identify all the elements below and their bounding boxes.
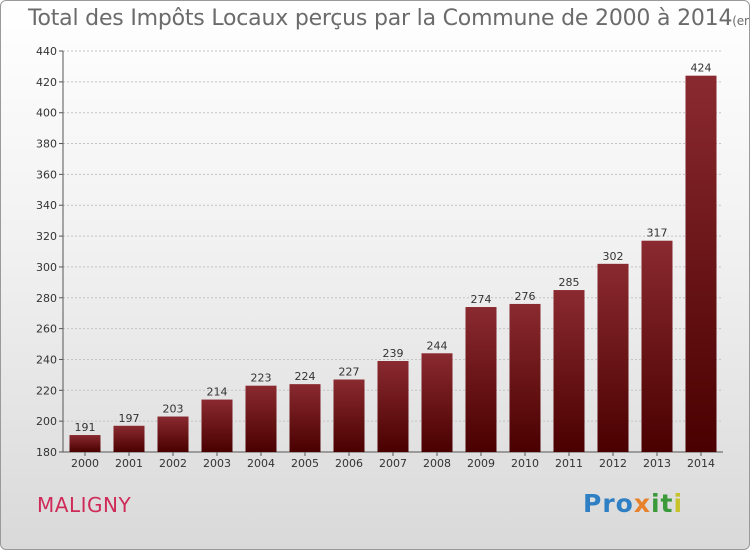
- y-tick-label: 300: [36, 261, 57, 274]
- x-tick-label: 2005: [291, 457, 319, 470]
- y-tick-label: 240: [36, 353, 57, 366]
- bar-value-label: 197: [119, 412, 140, 425]
- y-tick-label: 440: [36, 45, 57, 58]
- x-tick-label: 2009: [467, 457, 495, 470]
- bar-value-label: 274: [471, 293, 492, 306]
- bar: [377, 361, 409, 452]
- x-tick-label: 2013: [643, 457, 671, 470]
- logo-part-2: x: [633, 489, 651, 518]
- bar: [201, 399, 233, 452]
- bar: [157, 416, 189, 452]
- x-tick-label: 2004: [247, 457, 275, 470]
- x-tick-label: 2006: [335, 457, 363, 470]
- y-tick-label: 180: [36, 446, 57, 459]
- bar: [465, 307, 497, 452]
- bar-value-label: 317: [647, 227, 668, 240]
- y-tick-label: 320: [36, 230, 57, 243]
- x-tick-label: 2000: [71, 457, 99, 470]
- bar-value-label: 424: [691, 62, 712, 75]
- y-tick-label: 220: [36, 384, 57, 397]
- x-tick-label: 2001: [115, 457, 143, 470]
- bar-value-label: 285: [559, 276, 580, 289]
- x-tick-label: 2002: [159, 457, 187, 470]
- y-tick-label: 260: [36, 323, 57, 336]
- y-tick-label: 200: [36, 415, 57, 428]
- bar: [421, 353, 453, 452]
- commune-name: MALIGNY: [37, 493, 132, 517]
- bar: [113, 425, 145, 452]
- bar: [245, 385, 277, 452]
- y-tick-label: 400: [36, 107, 57, 120]
- logo-part-3: it: [650, 489, 674, 518]
- y-tick-label: 420: [36, 76, 57, 89]
- logo-part-4: i: [673, 489, 684, 518]
- bar: [597, 263, 629, 452]
- x-tick-label: 2014: [687, 457, 715, 470]
- y-tick-label: 380: [36, 138, 57, 151]
- bar-value-label: 203: [163, 403, 184, 416]
- bar-value-label: 302: [603, 250, 624, 263]
- chart-title: Total des Impôts Locaux perçus par la Co…: [28, 6, 750, 31]
- bar-value-label: 239: [383, 347, 404, 360]
- bar: [553, 290, 585, 452]
- bar: [333, 379, 365, 452]
- bar-value-label: 223: [251, 372, 272, 385]
- logo-part-1: Pro: [583, 489, 634, 518]
- bar: [641, 240, 673, 452]
- y-tick-label: 340: [36, 199, 57, 212]
- x-tick-label: 2012: [599, 457, 627, 470]
- bar-value-label: 191: [75, 421, 96, 434]
- bar-value-label: 227: [339, 366, 360, 379]
- bar: [289, 384, 321, 452]
- bar: [69, 435, 101, 452]
- y-tick-label: 280: [36, 292, 57, 305]
- x-tick-label: 2011: [555, 457, 583, 470]
- x-tick-label: 2008: [423, 457, 451, 470]
- bar-value-label: 244: [427, 339, 448, 352]
- bar-value-label: 276: [515, 290, 536, 303]
- bar-value-label: 214: [207, 386, 228, 399]
- x-tick-label: 2010: [511, 457, 539, 470]
- x-tick-label: 2003: [203, 457, 231, 470]
- proxiti-logo: Proxiti: [583, 489, 683, 518]
- y-tick-label: 360: [36, 168, 57, 181]
- bar-value-label: 224: [295, 370, 316, 383]
- bar: [685, 75, 717, 452]
- x-tick-label: 2007: [379, 457, 407, 470]
- bar: [509, 303, 541, 452]
- chart-subtitle: (en milliers d'€): [732, 14, 750, 28]
